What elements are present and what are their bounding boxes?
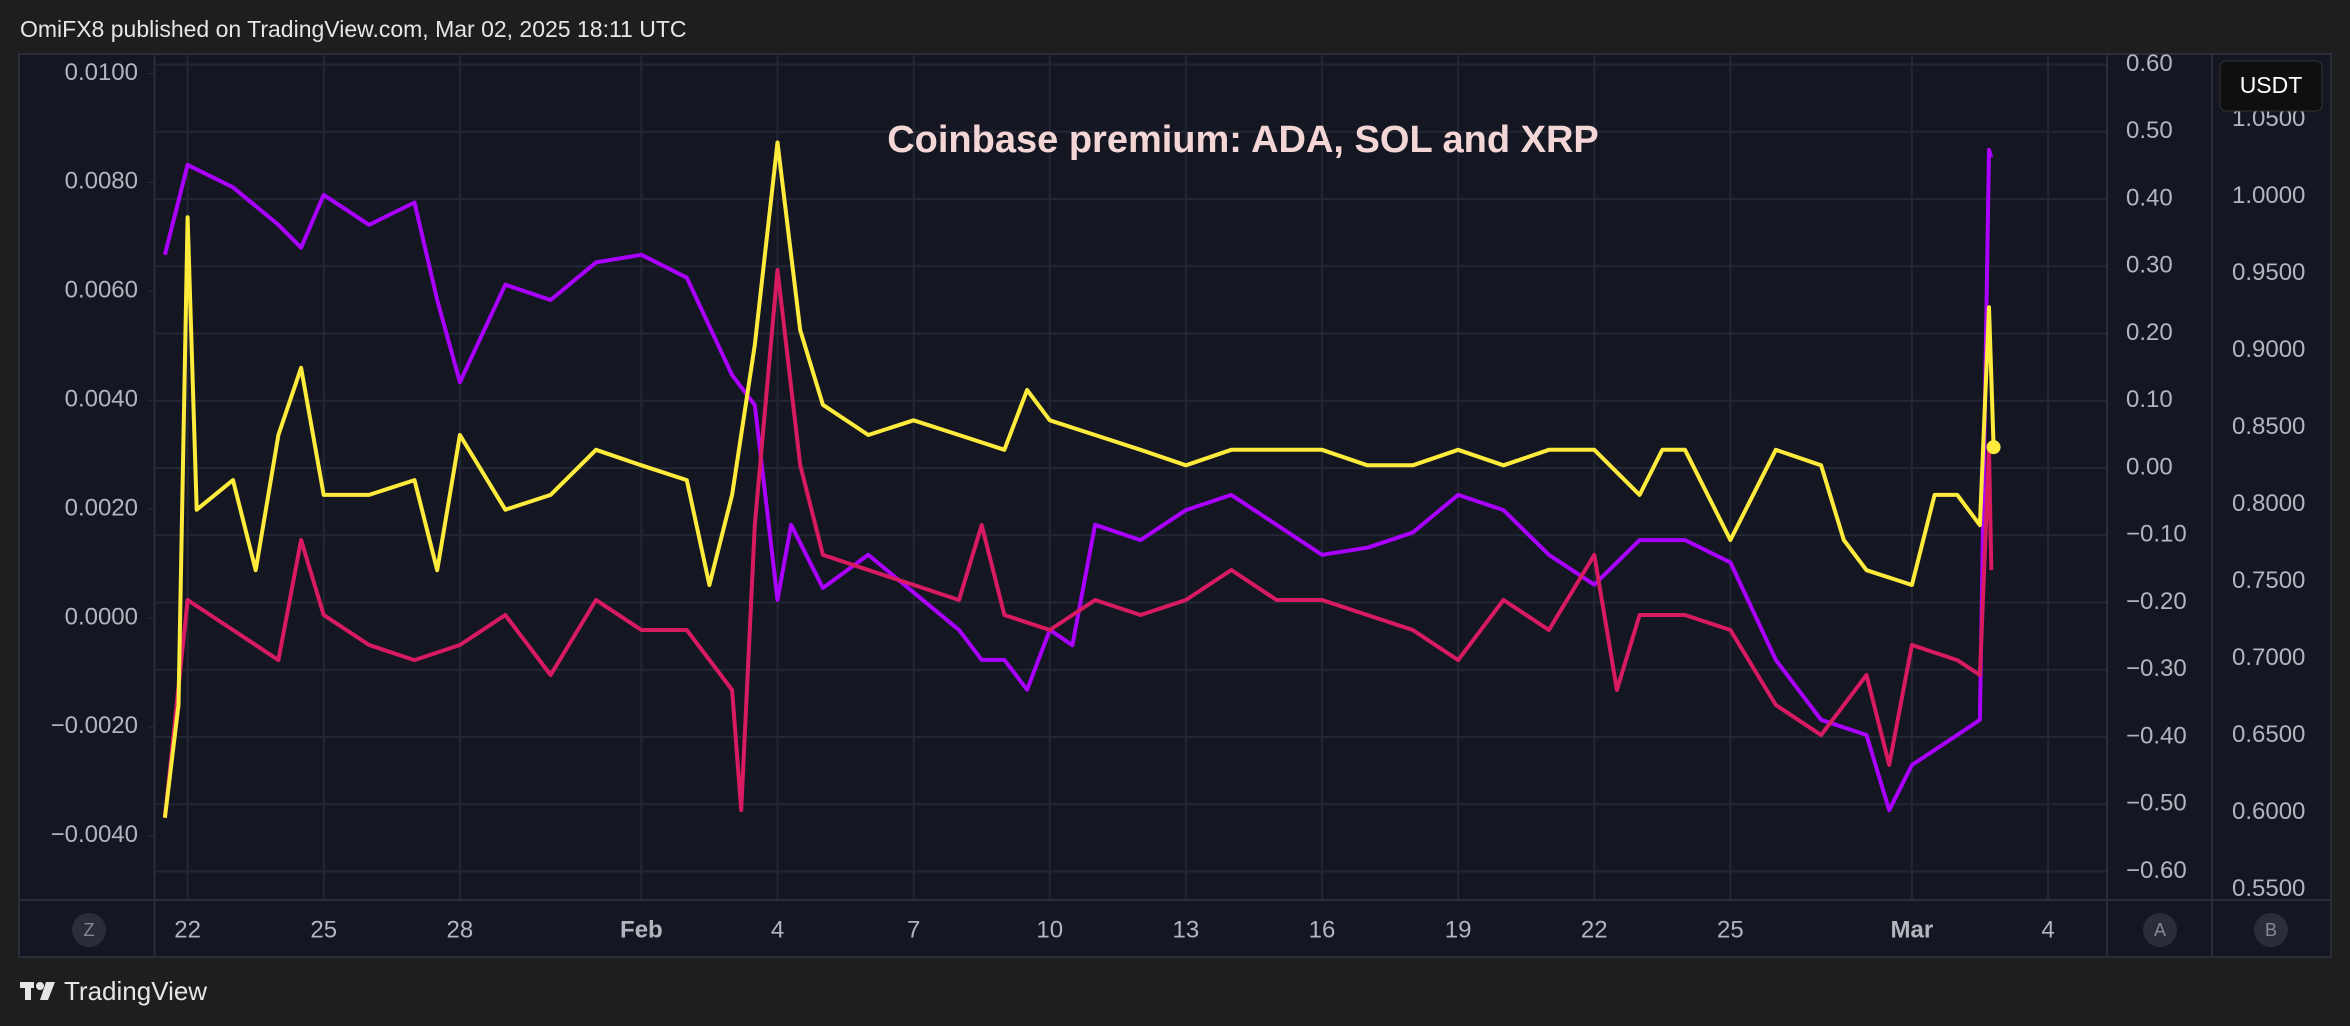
y-tick-label: 0.0020 — [65, 494, 138, 521]
x-tick-label: 4 — [771, 916, 784, 943]
plot — [162, 140, 2001, 818]
y-tick-label: −0.0020 — [51, 712, 138, 739]
x-tick-label: 25 — [1717, 916, 1744, 943]
x-tick-label: 4 — [2041, 916, 2054, 943]
x-tick-label: 25 — [310, 916, 337, 943]
y-tick-label: 0.0080 — [65, 168, 138, 195]
currency-label: USDT — [2240, 72, 2303, 98]
x-tick-label: 16 — [1309, 916, 1336, 943]
y2-tick-label: 0.20 — [2126, 319, 2173, 346]
y3-tick-label: 0.7500 — [2232, 567, 2305, 594]
y3-tick-label: 0.6000 — [2232, 798, 2305, 825]
x-tick-label: 19 — [1445, 916, 1472, 943]
x-tick-label: Feb — [620, 916, 663, 943]
y-tick-label: 0.0000 — [65, 603, 138, 630]
y3-tick-label: 0.6500 — [2232, 721, 2305, 748]
button-label: Z — [84, 920, 95, 940]
button[interactable] — [72, 913, 106, 947]
button-label: A — [2154, 920, 2166, 940]
button-label: B — [2265, 920, 2277, 940]
y3-tick-label: 0.8500 — [2232, 413, 2305, 440]
x-tick-label: 7 — [907, 916, 920, 943]
y3-tick-label: 1.0000 — [2232, 182, 2305, 209]
y2-tick-label: −0.30 — [2126, 655, 2187, 682]
brand-logo — [20, 982, 55, 1000]
y2-tick-label: −0.50 — [2126, 790, 2187, 817]
y2-tick-label: 0.30 — [2126, 252, 2173, 279]
y2-tick-label: 0.10 — [2126, 386, 2173, 413]
series-line — [162, 140, 1996, 818]
y3-tick-label: 0.9500 — [2232, 259, 2305, 286]
y2-tick-label: −0.10 — [2126, 521, 2187, 548]
y3-tick-label: 0.8000 — [2232, 490, 2305, 517]
y2-tick-label: 0.40 — [2126, 184, 2173, 211]
series-line — [162, 147, 1994, 813]
header-text: OmiFX8 published on TradingView.com, Mar… — [20, 16, 687, 42]
y3-tick-label: 0.5500 — [2232, 875, 2305, 902]
x-tick-label: 13 — [1173, 916, 1200, 943]
y2-tick-label: −0.60 — [2126, 857, 2187, 884]
y-tick-label: 0.0060 — [65, 277, 138, 304]
x-tick-label: 22 — [174, 916, 201, 943]
x-tick-label: 10 — [1036, 916, 1063, 943]
y2-tick-label: −0.20 — [2126, 588, 2187, 615]
chart-frame — [18, 53, 2332, 958]
button[interactable] — [2143, 913, 2177, 947]
y-tick-label: −0.0040 — [51, 821, 138, 848]
y2-tick-label: 0.60 — [2126, 50, 2173, 77]
chart-title: Coinbase premium: ADA, SOL and XRP — [887, 119, 1599, 161]
brand-name: TradingView — [64, 976, 207, 1006]
x-tick-label: Mar — [1891, 916, 1934, 943]
x-tick-label: 22 — [1581, 916, 1608, 943]
button[interactable] — [2254, 913, 2288, 947]
y-tick-label: 0.0040 — [65, 386, 138, 413]
y3-tick-label: 0.9000 — [2232, 336, 2305, 363]
y-tick-label: 0.0100 — [65, 59, 138, 86]
series-line — [162, 268, 1994, 818]
y2-tick-label: 0.50 — [2126, 117, 2173, 144]
x-tick-label: 28 — [447, 916, 474, 943]
currency-badge[interactable] — [2219, 60, 2323, 112]
y3-tick-label: 0.7000 — [2232, 644, 2305, 671]
axes: 22 25 28 Feb 4 7 10 13 16 19 22 25 Mar 4 0.0100 0.0080 0… — [51, 50, 2306, 943]
last-value-dot — [1986, 440, 2001, 455]
y2-tick-label: −0.40 — [2126, 722, 2187, 749]
y2-tick-label: 0.00 — [2126, 453, 2173, 480]
